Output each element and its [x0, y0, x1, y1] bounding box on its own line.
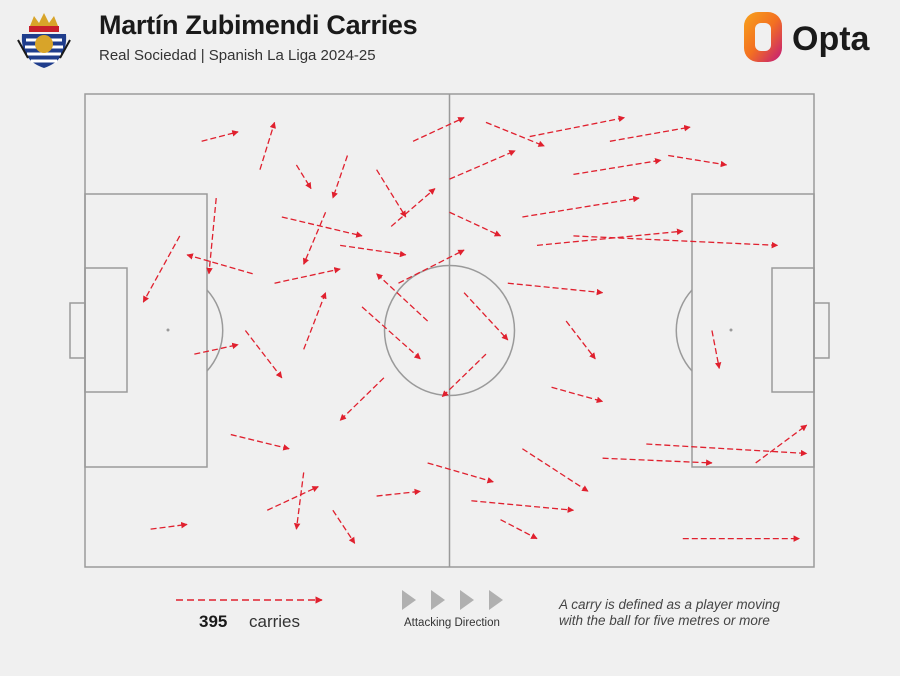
pitch-markings — [69, 93, 830, 568]
carry-arrow — [340, 244, 407, 258]
carry-arrow — [274, 267, 341, 284]
carry-arrow — [485, 121, 545, 147]
carry-arrow — [573, 235, 779, 249]
right-penalty-box — [691, 193, 815, 468]
carry-arrow — [529, 115, 626, 138]
right-goal — [813, 302, 830, 359]
left-penalty-arc — [206, 289, 224, 372]
carry-arrow — [449, 150, 516, 180]
direction-arrow-icon — [431, 590, 445, 610]
carry-arrow — [293, 472, 305, 530]
carry-arrow — [303, 292, 327, 350]
carry-arrow — [449, 211, 502, 237]
carry-arrow — [186, 253, 253, 275]
left-goal — [69, 302, 86, 359]
carry-arrows — [142, 115, 808, 544]
carry-arrow — [441, 353, 487, 398]
carry-arrow — [376, 488, 421, 497]
carry-count-label: carries — [249, 612, 301, 631]
carry-arrow — [522, 195, 640, 218]
carry-arrow — [339, 377, 385, 421]
carry-arrow — [194, 342, 239, 355]
carry-arrow — [295, 164, 312, 190]
brand-name: Opta — [792, 20, 871, 58]
direction-arrow-icon — [489, 590, 503, 610]
carry-arrow — [500, 519, 538, 540]
carry-arrow — [646, 443, 808, 457]
carry-arrow — [390, 188, 436, 227]
carry-arrow — [230, 433, 290, 451]
carry-arrow — [536, 228, 684, 247]
carry-arrow — [565, 320, 596, 360]
carry-arrow — [427, 462, 494, 484]
carry-arrow — [507, 282, 604, 296]
attacking-direction-label: Attacking Direction — [404, 617, 500, 629]
carry-arrow — [398, 249, 465, 284]
carry-arrow — [573, 157, 662, 176]
carry-arrow — [302, 211, 327, 265]
carry-arrow — [463, 292, 509, 341]
carry-definition-note: A carry is defined as a player moving wi… — [559, 597, 780, 628]
attacking-direction-arrows — [402, 590, 503, 610]
carry-arrow — [244, 330, 283, 379]
carry-arrow — [551, 386, 604, 404]
right-penalty-arc — [675, 289, 693, 372]
carry-arrow — [142, 235, 181, 303]
team-crest-logo — [17, 13, 71, 68]
left-penalty-box — [84, 193, 208, 468]
left-six-yard-box — [84, 267, 128, 393]
carry-arrow — [206, 197, 217, 275]
right-six-yard-box — [771, 267, 815, 393]
left-penalty-spot — [166, 328, 170, 332]
carry-count: 395 — [199, 612, 228, 631]
opta-logo: Opta — [744, 12, 871, 62]
carry-arrow — [376, 273, 429, 322]
carry-arrow — [361, 306, 421, 360]
chart-subtitle: Real Sociedad | Spanish La Liga 2024-25 — [99, 47, 376, 64]
chart-title: Martín Zubimendi Carries — [99, 10, 418, 40]
carry-arrow — [150, 521, 188, 530]
carry-arrow — [602, 457, 713, 466]
carry-arrow — [332, 509, 356, 544]
carry-arrow — [711, 330, 722, 369]
carry-arrow — [259, 121, 276, 170]
right-penalty-spot — [729, 328, 733, 332]
carry-legend-arrow — [176, 596, 323, 604]
carry-arrow — [331, 155, 349, 199]
carry-arrow — [471, 500, 575, 513]
carry-arrow — [609, 124, 691, 142]
carry-arrow — [201, 130, 239, 142]
carry-arrow — [755, 424, 808, 464]
carry-arrow — [668, 154, 728, 168]
carry-arrow — [412, 117, 465, 142]
direction-arrow-icon — [460, 590, 474, 610]
carry-arrow — [376, 169, 407, 218]
centre-circle — [383, 264, 516, 397]
carry-arrow — [266, 486, 319, 511]
direction-arrow-icon — [402, 590, 416, 610]
carry-arrow — [522, 448, 589, 492]
carry-arrow — [281, 216, 363, 238]
